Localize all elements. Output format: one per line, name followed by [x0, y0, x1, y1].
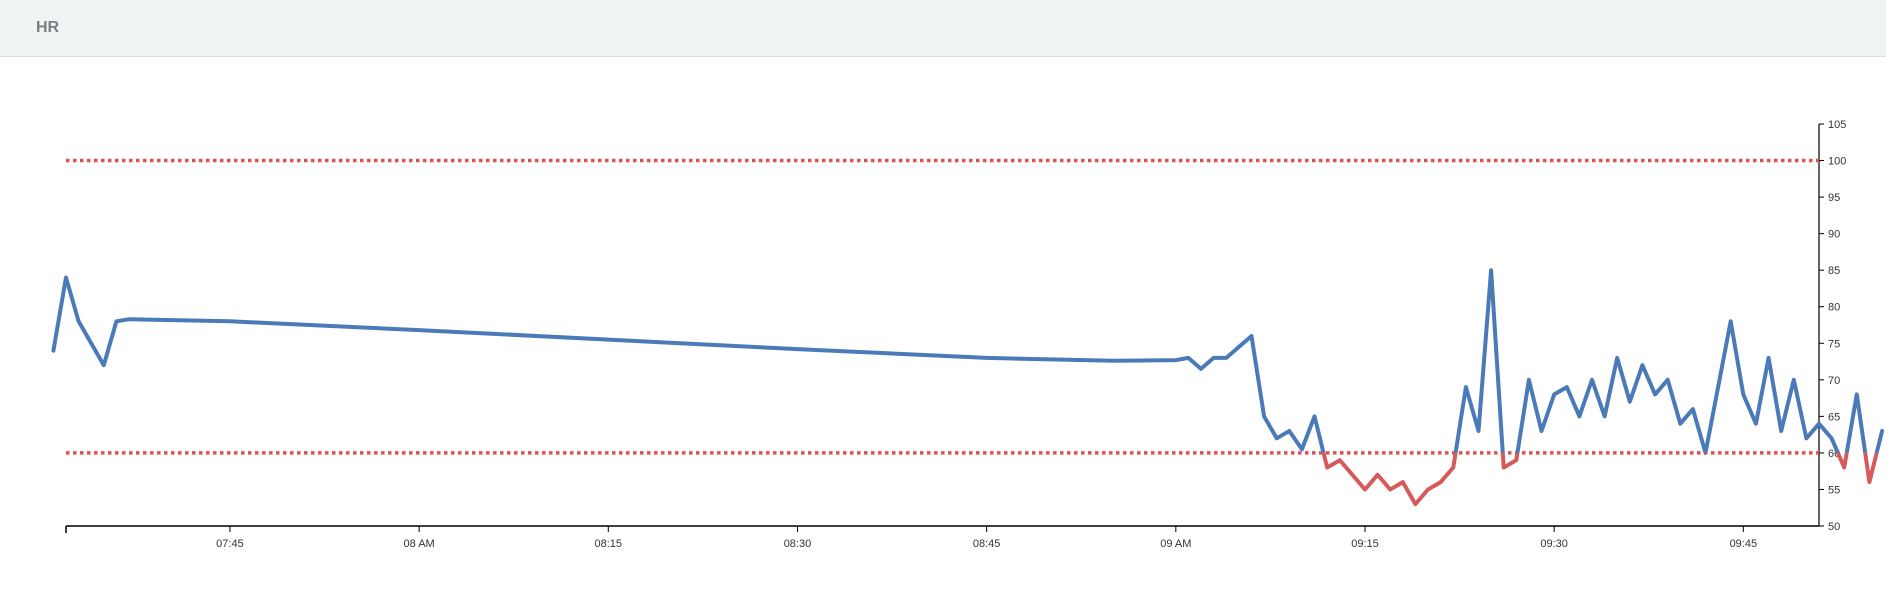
panel-title: HR — [36, 19, 60, 36]
data-line-low — [1321, 452, 1879, 507]
y-tick-label: 80 — [1828, 302, 1840, 314]
y-tick-label: 55 — [1828, 484, 1840, 496]
y-tick-label: 70 — [1828, 375, 1840, 387]
y-tick-label: 50 — [1828, 521, 1840, 533]
x-tick-label: 09:15 — [1351, 538, 1379, 550]
x-tick-label: 08 AM — [404, 538, 435, 550]
x-tick-label: 08:15 — [595, 538, 623, 550]
x-tick-label: 07:45 — [216, 538, 244, 550]
x-tick-label: 09:30 — [1540, 538, 1568, 550]
x-tick-label: 08:45 — [973, 538, 1001, 550]
y-tick-label: 65 — [1828, 411, 1840, 423]
y-tick-label: 75 — [1828, 338, 1840, 350]
y-tick-label: 85 — [1828, 265, 1840, 277]
y-tick-label: 100 — [1828, 156, 1846, 168]
x-tick-label: 09:45 — [1730, 538, 1758, 550]
data-line — [51, 268, 1885, 453]
x-tick-label: 09 AM — [1160, 538, 1191, 550]
panel: 50 55 60 65 70 75 80 85 90 95 100 105 07:45 08 AM 08:1… — [0, 57, 1886, 590]
y-tick-label: 90 — [1828, 229, 1840, 241]
x-tick-label: 08:30 — [784, 538, 812, 550]
y-tick-label: 95 — [1828, 192, 1840, 204]
panel-header: HR — [0, 0, 1886, 57]
y-tick-label: 105 — [1828, 119, 1846, 131]
